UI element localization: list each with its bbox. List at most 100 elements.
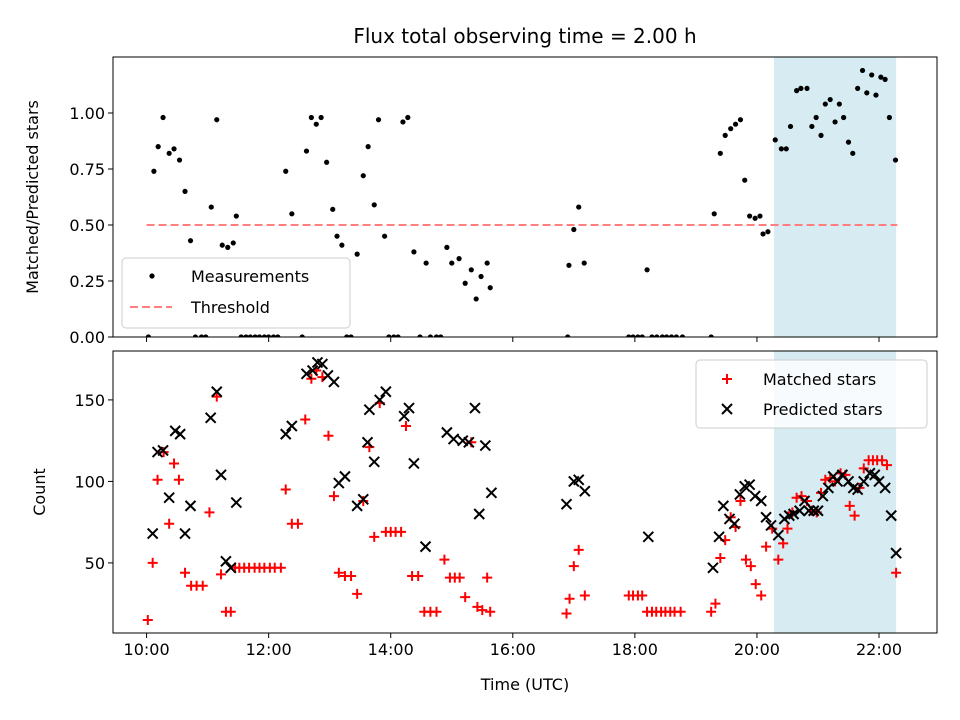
data-point: [292, 518, 303, 529]
data-point: [707, 562, 719, 574]
data-point: [433, 334, 440, 337]
data-point: [306, 364, 319, 377]
legend-label: Threshold: [190, 298, 270, 317]
data-point: [849, 510, 860, 521]
data-point: [761, 541, 772, 552]
data-point: [405, 114, 411, 121]
data-point: [742, 177, 748, 183]
data-point: [477, 605, 488, 616]
data-point: [164, 518, 175, 529]
data-point: [275, 562, 286, 573]
data-point: [171, 146, 177, 152]
data-point: [673, 334, 679, 337]
data-point: [197, 580, 208, 591]
data-point: [256, 334, 263, 337]
data-point: [732, 121, 739, 127]
data-point: [836, 101, 842, 107]
data-point: [752, 215, 758, 221]
data-point: [649, 334, 655, 337]
data-point: [573, 544, 584, 555]
data-point: [717, 150, 723, 156]
data-point: [318, 114, 324, 121]
data-point: [449, 260, 455, 266]
data-point: [859, 67, 866, 74]
data-point: [794, 88, 800, 94]
data-point: [817, 490, 829, 502]
data-point: [804, 85, 810, 91]
data-point: [479, 439, 492, 452]
data-point: [270, 334, 277, 337]
data-point: [142, 614, 153, 625]
data-point: [765, 229, 771, 235]
y-tick-label: 0.25: [69, 272, 105, 291]
data-point: [796, 491, 807, 502]
data-point: [456, 256, 462, 262]
data-point: [348, 334, 354, 337]
data-point: [374, 394, 386, 406]
data-point: [431, 606, 442, 617]
data-point: [252, 334, 258, 337]
data-point: [798, 495, 811, 507]
data-point: [380, 386, 392, 398]
data-point: [743, 478, 756, 491]
data-point: [299, 334, 305, 337]
data-point: [219, 242, 225, 248]
y-tick-label: 1.00: [69, 104, 105, 123]
data-point: [473, 296, 479, 302]
data-point: [473, 508, 485, 520]
data-point: [427, 334, 433, 337]
data-point: [208, 204, 214, 210]
data-point: [334, 233, 340, 239]
data-point: [478, 273, 484, 280]
data-point: [324, 159, 330, 165]
data-point: [169, 458, 180, 469]
y-tick-label: 100: [74, 472, 105, 491]
data-point: [715, 553, 726, 564]
data-point: [844, 500, 855, 511]
data-point: [300, 414, 311, 425]
data-point: [230, 240, 236, 246]
data-point: [564, 593, 575, 604]
data-point: [283, 168, 289, 174]
data-point: [864, 90, 870, 96]
data-point: [180, 567, 191, 578]
data-point: [179, 527, 191, 540]
legend-box: [695, 359, 928, 429]
data-point: [225, 606, 236, 617]
data-point: [368, 456, 380, 468]
data-point: [417, 334, 423, 337]
data-point: [798, 85, 804, 91]
data-point: [358, 495, 369, 506]
data-point: [403, 402, 415, 414]
y-axis-label: Matched/Predicted stars: [23, 100, 42, 294]
data-point: [363, 403, 376, 416]
x-axis-label: Time (UTC): [480, 675, 569, 694]
data-point: [220, 555, 232, 567]
data-point: [214, 117, 220, 123]
y-tick-label: 0.00: [69, 328, 105, 347]
data-point: [869, 72, 875, 78]
data-point: [354, 251, 360, 257]
data-point: [644, 267, 650, 273]
legend-box: [121, 257, 351, 329]
data-point: [722, 132, 728, 138]
legend-marker-measurements: [149, 273, 155, 279]
data-point: [482, 572, 493, 583]
data-point: [793, 505, 806, 517]
data-point: [182, 188, 188, 194]
data-point: [485, 487, 498, 499]
data-point: [147, 557, 158, 568]
data-point: [211, 391, 222, 402]
legend-label: Matched stars: [763, 370, 876, 389]
legend: Matched stars Predicted stars: [695, 359, 928, 429]
data-point: [419, 540, 432, 553]
data-point: [873, 92, 879, 98]
data-point: [765, 519, 777, 532]
data-point: [352, 588, 363, 599]
legend-label: Measurements: [191, 267, 309, 286]
data-point: [408, 457, 420, 470]
data-point: [391, 334, 397, 337]
data-point: [328, 376, 340, 388]
data-point: [891, 567, 902, 578]
y-tick-label: 0.75: [69, 160, 105, 179]
